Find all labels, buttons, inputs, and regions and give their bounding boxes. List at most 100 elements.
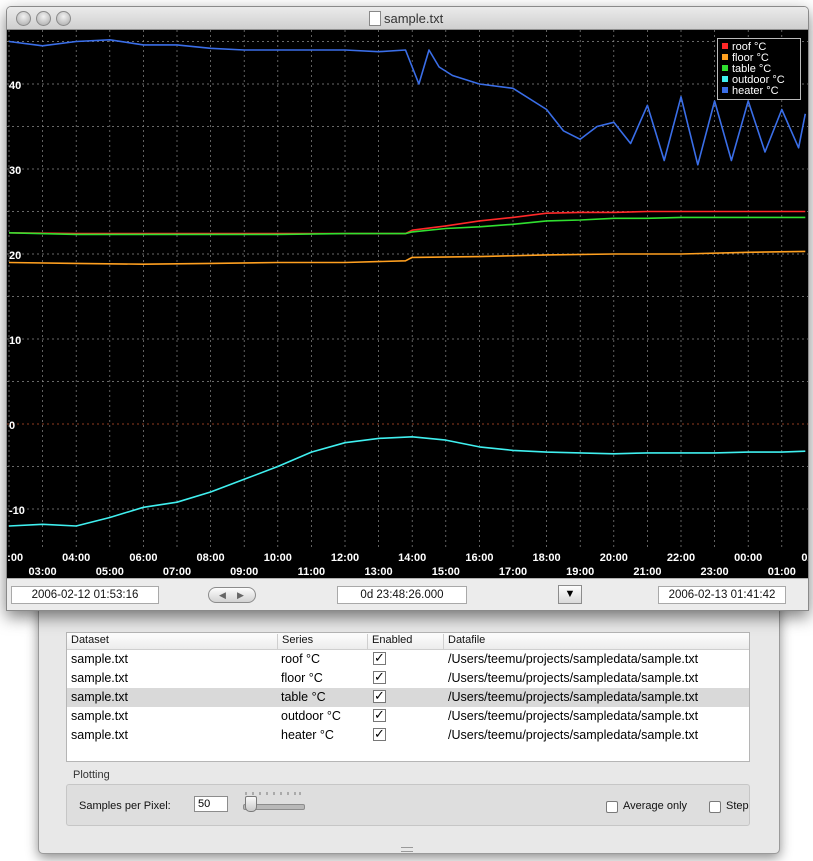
- x-tick-label: 23:00: [701, 566, 729, 578]
- dropdown-button[interactable]: ▼: [558, 585, 582, 604]
- column-header-dataset[interactable]: Dataset: [71, 634, 109, 646]
- x-tick-label: 14:00: [398, 552, 426, 564]
- minimize-button[interactable]: [36, 11, 51, 26]
- legend-swatch-table: [722, 65, 728, 71]
- column-header-datafile[interactable]: Datafile: [443, 634, 749, 649]
- legend-swatch-heater: [722, 87, 728, 93]
- y-tick-label: 10: [9, 335, 21, 347]
- y-tick-label: 30: [9, 165, 21, 177]
- y-tick-label: 0: [9, 420, 15, 432]
- plot-window: sample.txt 40 30 20 10 0 -10 02:00 04:00 06:00 08…: [6, 6, 809, 611]
- zoom-button[interactable]: [56, 11, 71, 26]
- legend-label-table: table °C: [732, 63, 772, 75]
- x-tick-label: 22:00: [667, 552, 695, 564]
- table-row[interactable]: sample.txt heater °C ✓ /Users/teemu/proj…: [67, 726, 749, 745]
- series-cell: roof °C: [281, 652, 321, 666]
- table-row[interactable]: sample.txt outdoor °C ✓ /Users/teemu/pro…: [67, 707, 749, 726]
- samples-per-pixel-input[interactable]: 50: [194, 796, 228, 812]
- samples-slider-track[interactable]: [243, 804, 305, 810]
- y-tick-label: 40: [9, 80, 21, 92]
- resize-grip[interactable]: [401, 847, 413, 852]
- series-cell: outdoor °C: [281, 709, 341, 723]
- series-line-heater: [8, 39, 807, 166]
- enabled-checkbox[interactable]: ✓: [373, 669, 386, 684]
- average-only-label: Average only: [623, 800, 688, 812]
- x-tick-label: 02:00: [801, 552, 808, 564]
- column-header-enabled[interactable]: Enabled: [367, 634, 443, 649]
- scroll-right-icon[interactable]: ▶: [237, 590, 244, 600]
- legend-swatch-outdoor: [722, 76, 728, 82]
- close-button[interactable]: [16, 11, 31, 26]
- x-tick-label: 08:00: [197, 552, 225, 564]
- x-tick-label: 20:00: [600, 552, 628, 564]
- legend-item-roof: roof °C: [722, 41, 766, 53]
- datafile-cell: /Users/teemu/projects/sampledata/sample.…: [448, 728, 699, 742]
- legend-label-floor: floor °C: [732, 52, 769, 64]
- table-row[interactable]: sample.txt roof °C ✓ /Users/teemu/projec…: [67, 650, 749, 669]
- x-tick-label: 00:00: [734, 552, 762, 564]
- dataset-cell: sample.txt: [71, 728, 128, 742]
- x-tick-label: 21:00: [633, 566, 661, 578]
- plotting-group: Samples per Pixel: 50 Average only Step: [66, 784, 750, 826]
- series-cell: table °C: [281, 690, 326, 704]
- start-time-field[interactable]: 2006-02-12 01:53:16: [11, 586, 159, 604]
- table-row-selected[interactable]: sample.txt table °C ✓ /Users/teemu/proje…: [67, 688, 749, 707]
- x-tick-label: 05:00: [96, 566, 124, 578]
- enabled-checkbox[interactable]: ✓: [373, 688, 386, 703]
- plot-canvas[interactable]: 40 30 20 10 0 -10 02:00 04:00 06:00 08:00 10:00 12:…: [7, 30, 808, 578]
- table-row[interactable]: sample.txt floor °C ✓ /Users/teemu/proje…: [67, 669, 749, 688]
- dataset-cell: sample.txt: [71, 671, 128, 685]
- datafile-cell: /Users/teemu/projects/sampledata/sample.…: [448, 709, 699, 723]
- line-chart[interactable]: 40 30 20 10 0 -10 02:00 04:00 06:00 08:00 10:00 12:…: [7, 30, 808, 578]
- average-only-checkbox[interactable]: [606, 801, 618, 813]
- step-checkbox[interactable]: [709, 801, 721, 813]
- enabled-checkbox[interactable]: ✓: [373, 650, 386, 665]
- window-title: sample.txt: [384, 11, 444, 26]
- scroll-left-icon[interactable]: ◀: [219, 590, 226, 600]
- x-tick-label: 02:00: [7, 552, 23, 564]
- legend-item-heater: heater °C: [722, 85, 779, 97]
- series-line-roof: [8, 210, 806, 235]
- legend-label-heater: heater °C: [732, 85, 779, 97]
- x-tick-label: 10:00: [264, 552, 292, 564]
- x-tick-label: 15:00: [432, 566, 460, 578]
- dataset-cell: sample.txt: [71, 709, 128, 723]
- x-tick-label: 19:00: [566, 566, 594, 578]
- samples-per-pixel-label: Samples per Pixel:: [79, 800, 171, 812]
- legend-item-floor: floor °C: [722, 52, 769, 64]
- samples-slider-knob[interactable]: [245, 796, 257, 812]
- x-tick-label: 17:00: [499, 566, 527, 578]
- legend-item-outdoor: outdoor °C: [722, 74, 785, 86]
- enabled-checkbox[interactable]: ✓: [373, 707, 386, 722]
- legend-swatch-floor: [722, 54, 728, 60]
- x-tick-label: 04:00: [62, 552, 90, 564]
- y-tick-label: -10: [9, 505, 25, 517]
- series-cell: heater °C: [281, 728, 334, 742]
- series-cell: floor °C: [281, 671, 323, 685]
- series-line-outdoor: [8, 436, 806, 527]
- table-header: Dataset Series Enabled Datafile: [67, 633, 749, 650]
- scroll-nav-button[interactable]: ◀ ▶: [208, 587, 256, 603]
- x-tick-label: 09:00: [230, 566, 258, 578]
- datafile-cell: /Users/teemu/projects/sampledata/sample.…: [448, 690, 699, 704]
- legend-label-roof: roof °C: [732, 41, 767, 53]
- series-line-table: [8, 216, 806, 236]
- chart-legend: roof °C floor °C table °C outdoor °C hea…: [717, 38, 801, 100]
- x-tick-label: 18:00: [533, 552, 561, 564]
- dataset-window: Dataset Series Enabled Datafile sample.t…: [38, 600, 780, 854]
- title-bar[interactable]: sample.txt: [7, 7, 808, 30]
- datafile-cell: /Users/teemu/projects/sampledata/sample.…: [448, 671, 699, 685]
- dataset-table[interactable]: Dataset Series Enabled Datafile sample.t…: [66, 632, 750, 762]
- x-tick-label: 03:00: [29, 566, 57, 578]
- duration-field[interactable]: 0d 23:48:26.000: [337, 586, 467, 604]
- plotting-group-label: Plotting: [73, 769, 110, 781]
- end-time-field[interactable]: 2006-02-13 01:41:42: [658, 586, 786, 604]
- x-tick-label: 12:00: [331, 552, 359, 564]
- column-header-series[interactable]: Series: [277, 634, 367, 649]
- dataset-cell: sample.txt: [71, 652, 128, 666]
- slider-ticks: [245, 792, 301, 795]
- x-tick-label: 01:00: [768, 566, 796, 578]
- series-line-floor: [8, 250, 806, 265]
- step-label: Step: [726, 800, 749, 812]
- enabled-checkbox[interactable]: ✓: [373, 726, 386, 741]
